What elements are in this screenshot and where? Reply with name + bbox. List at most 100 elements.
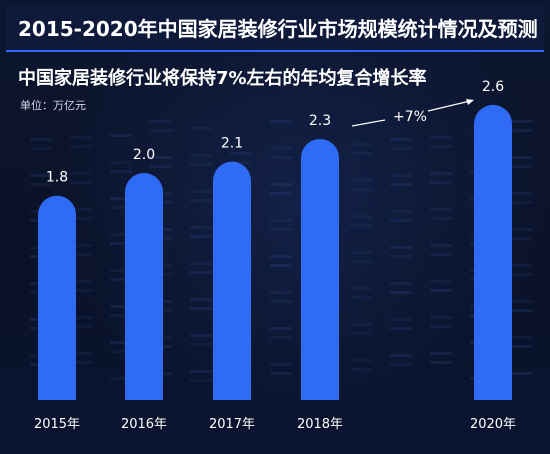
- background-dash: [350, 215, 372, 218]
- background-dash: [430, 316, 452, 319]
- background-dash: [150, 165, 172, 168]
- background-dash: [430, 289, 452, 292]
- background-dash: [150, 156, 172, 159]
- background-dash: [510, 129, 532, 132]
- background-dash: [510, 300, 532, 303]
- background-dash: [270, 228, 292, 231]
- background-dash: [390, 210, 412, 213]
- background-dash: [350, 179, 372, 182]
- bar-base: [301, 381, 339, 400]
- chart-title: 2015-2020年中国家居装修行业市场规模统计情况及预测: [18, 17, 538, 41]
- title-band: 2015-2020年中国家居装修行业市场规模统计情况及预测: [6, 6, 544, 52]
- background-dash: [70, 289, 92, 292]
- background-dash: [110, 377, 132, 380]
- background-dash: [390, 363, 412, 366]
- background-dash: [350, 296, 372, 299]
- background-dash: [30, 174, 52, 177]
- background-dash: [390, 147, 412, 150]
- background-dash: [350, 332, 372, 335]
- background-dash: [70, 325, 92, 328]
- background-dash: [430, 280, 452, 283]
- background-dash: [430, 136, 452, 139]
- background-dash: [270, 372, 292, 375]
- background-dash: [430, 361, 452, 364]
- background-dash: [30, 147, 52, 150]
- bar: [38, 195, 76, 400]
- background-dash: [190, 127, 212, 130]
- growth-annotation: +7%: [393, 109, 427, 125]
- background-dash: [430, 253, 452, 256]
- background-dash: [110, 233, 132, 236]
- bar: [125, 173, 163, 400]
- background-dash: [350, 287, 372, 290]
- background-dash: [510, 156, 532, 159]
- background-dash: [390, 282, 412, 285]
- background-dash: [510, 309, 532, 312]
- background-dash: [190, 334, 212, 337]
- background-dash: [390, 327, 412, 330]
- x-tick-label: 2016年: [121, 417, 167, 432]
- background-dash: [390, 219, 412, 222]
- background-dash: [110, 206, 132, 209]
- background-dash: [190, 226, 212, 229]
- background-dash: [510, 372, 532, 375]
- background-dash: [270, 291, 292, 294]
- background-dash: [110, 305, 132, 308]
- data-label: 2.1: [221, 136, 243, 152]
- background-dash: [430, 325, 452, 328]
- background-dash: [110, 134, 132, 137]
- background-dash: [390, 183, 412, 186]
- background-dash: [230, 161, 252, 164]
- background-dash: [190, 190, 212, 193]
- background-dash: [190, 199, 212, 202]
- background-dash: [510, 237, 532, 240]
- background-dash: [70, 217, 92, 220]
- background-dash: [390, 174, 412, 177]
- background-dash: [150, 129, 172, 132]
- bar-base: [213, 381, 251, 400]
- background-dash: [430, 352, 452, 355]
- background-dash: [350, 359, 372, 362]
- background-dash: [190, 370, 212, 373]
- background-dash: [430, 217, 452, 220]
- background-dash: [430, 244, 452, 247]
- growth-arrow-line-right: [427, 100, 471, 112]
- background-dash: [30, 183, 52, 186]
- background-dash: [270, 336, 292, 339]
- background-dash: [510, 273, 532, 276]
- bar-base: [38, 381, 76, 400]
- background-dash: [70, 136, 92, 139]
- background-dash: [510, 345, 532, 348]
- background-dash: [350, 143, 372, 146]
- background-dash: [510, 192, 532, 195]
- data-label: 2.0: [133, 147, 155, 163]
- background-dash: [190, 343, 212, 346]
- background-dash: [270, 264, 292, 267]
- background-dash: [350, 323, 372, 326]
- background-dash: [510, 336, 532, 339]
- unit-label: 单位：万亿元: [20, 99, 86, 112]
- background-dash: [70, 280, 92, 283]
- background-dash: [350, 188, 372, 191]
- background-dash: [430, 172, 452, 175]
- x-tick-label: 2017年: [209, 417, 255, 432]
- background-dash: [270, 147, 292, 150]
- data-label: 2.3: [309, 113, 331, 129]
- background-dash: [70, 181, 92, 184]
- background-dash: [270, 156, 292, 159]
- background-dash: [70, 253, 92, 256]
- background-dash: [190, 379, 212, 382]
- background-dash: [190, 154, 212, 157]
- x-tick-label: 2018年: [297, 417, 343, 432]
- background-dash: [270, 192, 292, 195]
- background-dash: [350, 224, 372, 227]
- background-dash: [110, 350, 132, 353]
- background-dash: [390, 255, 412, 258]
- background-dash: [390, 138, 412, 141]
- background-dash: [70, 316, 92, 319]
- chart-subtitle: 中国家居装修行业将保持7%左右的年均复合增长率: [18, 68, 427, 89]
- background-dash: [230, 152, 252, 155]
- background-dash: [70, 145, 92, 148]
- background-dash: [270, 219, 292, 222]
